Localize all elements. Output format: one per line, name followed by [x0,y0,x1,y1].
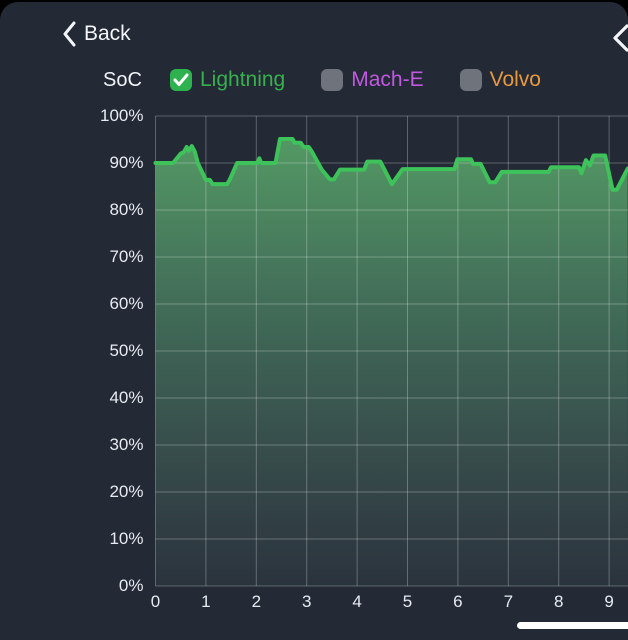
legend-items: Lightning Mach-E Volvo [170,68,577,92]
y-tick-label: 50% [109,341,144,360]
y-tick-label: 40% [109,388,144,407]
y-tick-label: 10% [109,529,144,548]
x-tick-label: 1 [201,592,211,611]
x-tick-label: 4 [352,592,362,611]
y-tick-label: 70% [109,247,144,266]
y-tick-label: 30% [109,435,144,454]
x-tick-label: 3 [301,592,312,611]
x-tick-label: 0 [150,592,161,611]
scrollbar[interactable] [517,622,628,629]
legend-row: SoC Lightning Mach-E Volvo [0,68,628,96]
x-tick-label: 5 [402,592,413,611]
y-tick-label: 100% [100,106,144,125]
x-tick-label: 6 [453,592,463,611]
checkbox-unchecked-icon[interactable] [459,69,482,91]
y-tick-label: 20% [109,482,144,501]
x-tick-label: 8 [553,592,564,611]
x-tick-label: 7 [503,592,514,611]
legend-label: Mach-E [351,68,424,91]
legend-label: Volvo [489,68,541,91]
y-tick-label: 0% [118,576,144,595]
y-tick-label: 60% [109,294,144,313]
checkbox-checked-icon[interactable] [170,69,192,91]
axis-title: SoC [103,69,142,91]
chevron-left-icon [62,21,77,47]
back-label: Back [84,22,131,45]
back-button[interactable]: Back [62,21,131,47]
x-tick-label: 2 [251,592,262,611]
series-line-lightning [153,137,628,192]
y-tick-label: 90% [109,153,144,172]
y-tick-label: 80% [109,200,144,219]
x-tick-label: 9 [604,592,614,611]
series-area-lightning [155,139,628,586]
checkbox-unchecked-icon[interactable] [321,69,344,91]
legend-item-lightning[interactable]: Lightning [170,68,285,92]
chevron-left-edge-icon[interactable] [611,24,628,52]
legend-item-mach-e[interactable]: Mach-E [321,68,424,92]
legend-label: Lightning [200,68,286,91]
grid-lines [155,115,628,587]
legend-item-volvo[interactable]: Volvo [459,68,541,92]
